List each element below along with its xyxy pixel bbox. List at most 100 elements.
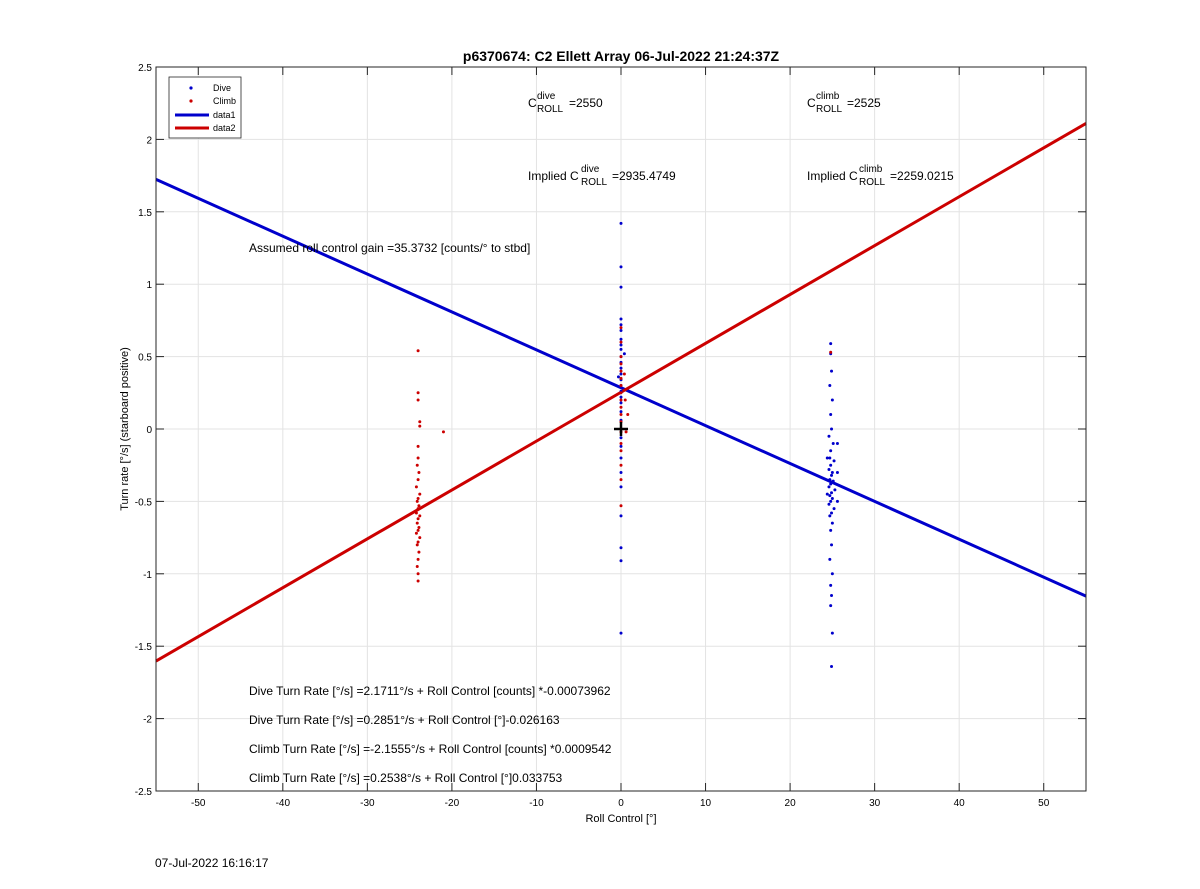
y-axis-label: Turn rate [°/s] (starboard positive) (119, 347, 131, 511)
dive-point (830, 511, 834, 515)
dive-point (835, 499, 839, 503)
svg-text:=2935.4749: =2935.4749 (612, 169, 676, 183)
y-tick-labels: -2.5 -2 -1.5 -1 -0.5 0 0.5 1 1.5 2 2.5 (135, 63, 153, 798)
dive-point (832, 459, 836, 463)
dive-point (830, 473, 834, 477)
svg-text:ROLL: ROLL (859, 177, 886, 188)
climb-point (416, 557, 420, 561)
legend-dive-label: Dive (213, 83, 231, 93)
annotation-implied-climb-prefix: Implied C (807, 169, 858, 183)
dive-point (619, 631, 623, 635)
legend-data1-label: data1 (213, 110, 236, 120)
climb-point (416, 579, 420, 583)
annotation-gain: Assumed roll control gain =35.3732 [coun… (249, 241, 530, 255)
dive-point (829, 499, 833, 503)
dive-point (619, 323, 623, 327)
climb-point (415, 565, 419, 569)
dive-point (828, 557, 832, 561)
dive-point (830, 497, 834, 501)
dive-point (619, 559, 623, 563)
climb-point (417, 550, 421, 554)
climb-point (418, 420, 422, 424)
climb-point (416, 398, 420, 402)
dive-point (619, 329, 623, 333)
climb-point (418, 424, 422, 428)
climb-point (619, 398, 623, 402)
annotation-eq3: Climb Turn Rate [°/s] =-2.1555°/s + Roll… (249, 742, 612, 756)
x-tick-label: -50 (191, 798, 206, 809)
chart-title: p6370674: C2 Ellett Array 06-Jul-2022 21… (463, 48, 780, 64)
center-marker (614, 422, 628, 436)
dive-point (619, 265, 623, 269)
x-tick-label: 10 (700, 798, 712, 809)
climb-point (619, 391, 623, 395)
annotation-eq1: Dive Turn Rate [°/s] =2.1711°/s + Roll C… (249, 684, 611, 698)
dive-point (828, 514, 832, 518)
axis-ticks (156, 66, 1086, 792)
climb-point (416, 540, 420, 544)
climb-point (619, 376, 623, 380)
dive-point (828, 478, 832, 482)
climb-point (414, 511, 418, 515)
dive-point (829, 342, 833, 346)
svg-text:=2550: =2550 (569, 96, 603, 110)
dive-point (619, 546, 623, 550)
dive-point (619, 456, 623, 460)
dive-point (827, 468, 831, 472)
annotation-c-climb-sub: ROLL (816, 104, 843, 115)
dive-point (619, 372, 623, 376)
x-tick-label: 40 (954, 798, 966, 809)
x-axis-label: Roll Control [°] (585, 813, 656, 825)
y-tick-label: -2 (143, 715, 152, 726)
dive-point (616, 375, 620, 379)
dive-point (830, 594, 834, 598)
x-tick-label: 20 (785, 798, 797, 809)
dive-point (829, 449, 833, 453)
dive-point (830, 398, 834, 402)
x-tick-label: -10 (529, 798, 544, 809)
x-tick-label: -40 (276, 798, 291, 809)
climb-point (619, 441, 623, 445)
annotation-c-dive-value: =2550 (569, 96, 603, 110)
print-timestamp: 07-Jul-2022 16:16:17 (155, 856, 269, 870)
dive-point (827, 434, 831, 438)
climb-point (619, 405, 623, 409)
dive-point (831, 441, 835, 445)
climb-point (416, 349, 420, 353)
climb-point (619, 369, 623, 373)
svg-text:Implied C: Implied C (807, 169, 858, 183)
svg-text:Implied C: Implied C (528, 169, 579, 183)
svg-text:=2259.0215: =2259.0215 (890, 169, 954, 183)
dive-point (830, 572, 834, 576)
y-tick-label: 0.5 (138, 353, 152, 364)
climb-point (417, 525, 421, 529)
dive-point (828, 456, 832, 460)
x-tick-labels: -50 -40 -30 -20 -10 0 10 20 30 40 50 (191, 798, 1050, 809)
dive-point (619, 366, 623, 370)
annotation-implied-dive-sup: dive (581, 164, 600, 175)
climb-point (415, 543, 419, 547)
svg-text:ROLL: ROLL (816, 104, 843, 115)
annotation-c-climb: C climb ROLL =2525 (807, 91, 881, 115)
dive-point (619, 317, 623, 321)
annotation-implied-climb-sup: climb (859, 164, 883, 175)
climb-point (624, 430, 628, 434)
dive-point (825, 456, 829, 460)
y-tick-label: 1.5 (138, 208, 152, 219)
climb-point (619, 413, 623, 417)
climb-point (416, 572, 420, 576)
y-tick-label: 1 (146, 280, 152, 291)
dive-point (830, 664, 834, 668)
svg-text:C: C (807, 96, 816, 110)
x-tick-label: -20 (445, 798, 460, 809)
climb-point (619, 355, 623, 359)
climb-point (416, 507, 420, 511)
y-tick-label: -0.5 (135, 497, 153, 508)
legend-climb-marker (189, 99, 193, 103)
climb-point (414, 485, 418, 489)
x-tick-label: 0 (618, 798, 624, 809)
climb-point (415, 499, 419, 503)
climb-point (414, 531, 418, 535)
svg-text:climb: climb (859, 164, 883, 175)
dive-point (830, 631, 834, 635)
